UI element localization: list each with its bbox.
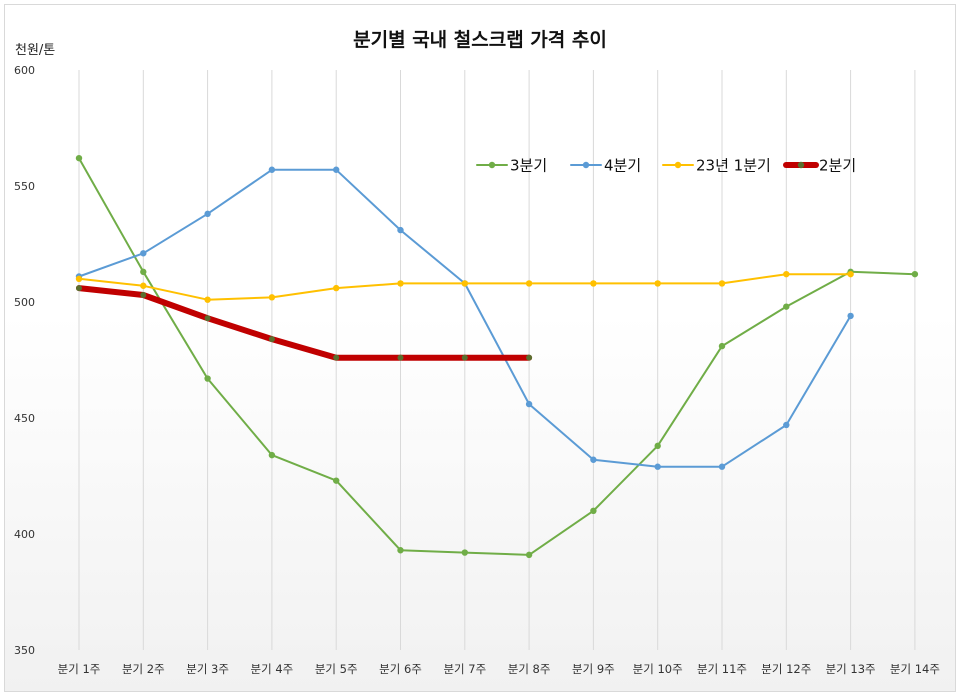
data-point [783,303,790,310]
legend-item: 2분기 [783,157,856,175]
data-point [204,315,211,322]
data-point [204,296,211,303]
data-point [397,354,404,361]
data-point [268,451,276,459]
legend-label: 3분기 [510,157,547,175]
x-tick-label: 분기 2주 [122,662,165,676]
data-point [397,547,404,554]
data-point [268,336,275,343]
data-point [718,342,726,350]
y-tick-label: 400 [14,528,35,541]
y-tick-label: 350 [14,644,35,657]
data-point [526,354,533,361]
data-point [397,226,404,234]
legend-swatch-marker [797,161,805,169]
series-1 [75,154,919,559]
series-3 [75,270,854,303]
data-point [847,312,854,320]
data-point [718,463,726,470]
data-point [333,166,340,173]
data-point [525,400,533,408]
data-point [783,421,790,429]
data-point [718,280,726,287]
x-tick-label: 분기 10주 [633,662,683,676]
data-point [204,375,211,382]
data-point [525,551,533,559]
data-point [140,250,147,257]
y-axis-ticks: 600 550 500 450 400 350 [14,64,35,657]
x-tick-label: 분기 9주 [572,662,615,676]
legend-item: 4분기 [570,157,641,175]
y-tick-label: 600 [14,64,35,77]
data-point [333,477,340,484]
data-point [847,270,854,278]
legend-swatch-marker [582,161,590,169]
x-tick-label: 분기 1주 [58,662,101,676]
data-point [268,294,276,301]
data-point [333,354,340,361]
y-axis-unit-label: 천원/톤 [15,43,55,58]
data-point [75,275,83,282]
data-point [461,549,468,556]
x-tick-label: 분기 4주 [251,662,294,676]
data-point [525,280,533,287]
data-point [654,442,661,450]
data-point [461,354,468,361]
x-axis-ticks: 분기 1주 분기 2주 분기 3주 분기 4주 분기 5주 분기 6주 분기 7주 분기 8주… [58,662,940,676]
chart-frame: 분기별 국내 철스크랩 가격 추이 천원/톤 600 550 500 450 400 35… [4,4,956,692]
data-point [333,284,340,292]
legend-item: 3분기 [476,157,547,175]
x-tick-label: 분기 5주 [315,662,358,676]
x-tick-label: 분기 3주 [186,662,229,676]
data-point [590,456,597,463]
legend-label: 2분기 [819,157,856,175]
legend-item: 23년 1분기 [662,157,771,175]
legend-swatch-marker [488,161,496,169]
x-tick-label: 분기 11주 [697,662,747,676]
data-point [590,280,597,287]
data-point [75,154,83,162]
chart-title: 분기별 국내 철스크랩 가격 추이 [353,29,607,51]
x-tick-label: 분기 8주 [508,662,551,676]
x-tick-label: 분기 7주 [443,662,486,676]
data-point [204,210,211,218]
x-tick-label: 분기 13주 [826,662,876,676]
data-point [140,282,147,289]
series-4 [76,285,533,361]
legend-swatch-marker [674,161,682,169]
series-line [76,285,533,361]
legend-label: 23년 1분기 [696,157,771,175]
x-tick-label: 분기 14주 [890,662,940,676]
data-point [268,166,276,173]
legend: 3분기 4분기 23년 1분기 2분기 [476,157,856,175]
data-point [140,292,147,299]
data-point [654,463,661,470]
series-line [78,157,916,556]
y-tick-label: 450 [14,412,35,425]
line-chart: 분기별 국내 철스크랩 가격 추이 천원/톤 600 550 500 450 400 35… [14,29,940,676]
data-point [590,507,597,514]
series-layer [75,154,919,559]
legend-label: 4분기 [604,157,641,175]
data-point [461,280,468,287]
y-tick-label: 550 [14,180,35,193]
y-tick-label: 500 [14,296,35,309]
data-point [397,280,404,287]
data-point [140,268,147,276]
x-tick-label: 분기 6주 [379,662,422,676]
data-point [911,270,919,278]
data-point [76,285,82,292]
x-tick-label: 분기 12주 [761,662,811,676]
data-point [783,270,790,278]
data-point [654,280,661,287]
